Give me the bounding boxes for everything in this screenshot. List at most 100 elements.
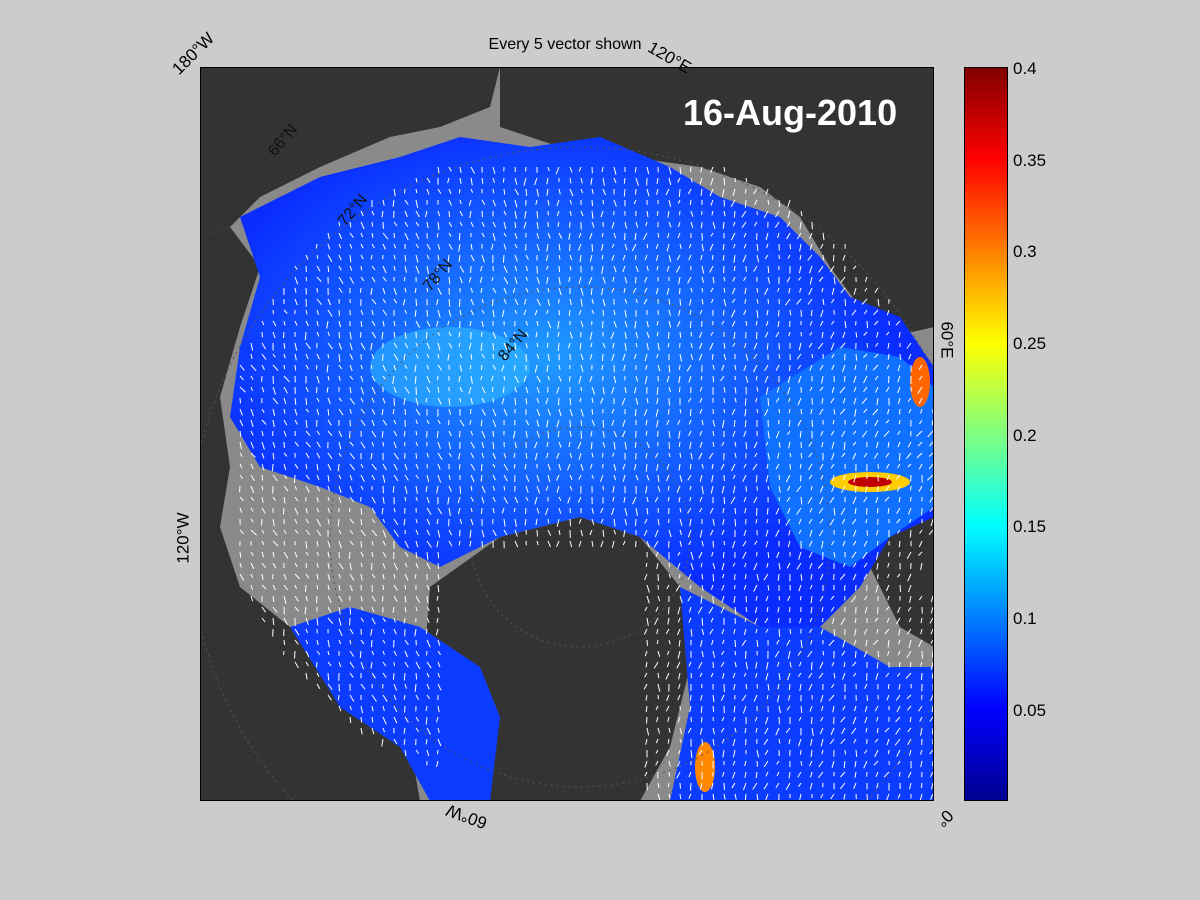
velocity-vector bbox=[745, 375, 749, 383]
velocity-vector bbox=[733, 331, 736, 340]
velocity-vector bbox=[547, 518, 550, 524]
velocity-vector bbox=[756, 573, 759, 581]
velocity-vector bbox=[502, 254, 505, 263]
velocity-vector bbox=[272, 353, 276, 358]
velocity-vector bbox=[721, 595, 725, 603]
velocity-vector bbox=[447, 254, 450, 263]
velocity-vector bbox=[272, 364, 279, 371]
velocity-vector bbox=[810, 309, 813, 317]
velocity-vector bbox=[723, 353, 727, 360]
velocity-vector bbox=[678, 683, 681, 689]
velocity-vector bbox=[712, 276, 715, 284]
velocity-vector bbox=[634, 441, 637, 448]
velocity-vector bbox=[612, 342, 615, 349]
velocity-vector bbox=[830, 595, 835, 601]
velocity-vector bbox=[646, 716, 648, 724]
velocity-vector bbox=[667, 738, 670, 744]
velocity-vector bbox=[766, 243, 769, 248]
velocity-vector bbox=[657, 584, 659, 590]
velocity-vector bbox=[887, 683, 890, 690]
velocity-vector bbox=[602, 276, 606, 284]
velocity-vector bbox=[403, 672, 406, 681]
velocity-vector bbox=[819, 595, 824, 602]
velocity-vector bbox=[470, 452, 475, 459]
velocity-vector bbox=[841, 518, 846, 525]
velocity-vector bbox=[741, 210, 747, 218]
velocity-vector bbox=[829, 265, 835, 273]
velocity-vector bbox=[577, 496, 582, 503]
velocity-vector bbox=[261, 353, 267, 360]
velocity-vector bbox=[843, 474, 846, 481]
velocity-vector bbox=[392, 606, 395, 613]
velocity-vector bbox=[732, 342, 736, 347]
velocity-vector bbox=[360, 518, 363, 525]
colorbar-tick: 0.05 bbox=[1013, 701, 1047, 720]
velocity-vector bbox=[645, 364, 648, 370]
velocity-vector bbox=[809, 584, 813, 590]
velocity-vector bbox=[338, 529, 342, 535]
velocity-vector bbox=[547, 199, 550, 206]
velocity-vector bbox=[272, 452, 275, 460]
velocity-vector bbox=[567, 342, 571, 349]
figure-title: Every 5 vector shown bbox=[488, 36, 642, 53]
velocity-vector bbox=[415, 265, 420, 274]
velocity-vector bbox=[788, 397, 791, 403]
velocity-vector bbox=[730, 496, 736, 504]
velocity-vector bbox=[524, 463, 527, 470]
velocity-vector bbox=[687, 573, 692, 580]
velocity-vector bbox=[688, 254, 692, 261]
velocity-vector bbox=[668, 573, 671, 579]
velocity-vector bbox=[481, 221, 485, 228]
velocity-vector bbox=[655, 551, 659, 557]
velocity-vector bbox=[744, 419, 747, 428]
velocity-vector bbox=[459, 353, 463, 358]
velocity-vector bbox=[294, 573, 300, 580]
velocity-vector bbox=[677, 232, 681, 239]
velocity-vector bbox=[457, 496, 461, 504]
velocity-vector bbox=[305, 628, 309, 634]
velocity-vector bbox=[786, 430, 791, 435]
velocity-vector bbox=[701, 617, 704, 626]
velocity-vector bbox=[679, 353, 683, 362]
velocity-vector bbox=[634, 386, 637, 394]
velocity-vector bbox=[810, 771, 813, 778]
velocity-vector bbox=[624, 320, 628, 328]
velocity-vector bbox=[437, 331, 440, 336]
velocity-vector bbox=[908, 584, 912, 593]
velocity-vector bbox=[424, 210, 428, 218]
velocity-vector bbox=[403, 276, 406, 282]
velocity-vector bbox=[800, 408, 803, 415]
velocity-vector bbox=[523, 177, 527, 186]
velocity-vector bbox=[885, 452, 890, 458]
velocity-vector bbox=[437, 562, 440, 569]
velocity-vector bbox=[316, 595, 318, 604]
velocity-vector bbox=[928, 463, 934, 470]
velocity-vector bbox=[404, 749, 407, 757]
velocity-vector bbox=[808, 628, 813, 633]
velocity-vector bbox=[688, 661, 692, 667]
velocity-vector bbox=[839, 573, 846, 581]
velocity-vector bbox=[817, 342, 824, 350]
velocity-vector bbox=[371, 232, 374, 238]
velocity-vector bbox=[646, 639, 648, 646]
velocity-vector bbox=[690, 210, 694, 217]
velocity-vector bbox=[811, 661, 813, 670]
velocity-vector bbox=[393, 683, 398, 691]
velocity-vector bbox=[360, 562, 363, 568]
velocity-vector bbox=[634, 232, 637, 241]
velocity-vector bbox=[426, 683, 430, 690]
velocity-vector bbox=[897, 375, 901, 383]
velocity-vector bbox=[558, 408, 562, 417]
velocity-vector bbox=[840, 287, 846, 294]
velocity-vector bbox=[611, 287, 615, 293]
velocity-vector bbox=[733, 705, 736, 713]
velocity-vector bbox=[885, 672, 890, 678]
velocity-vector bbox=[896, 529, 901, 534]
velocity-vector bbox=[415, 177, 418, 183]
velocity-vector bbox=[800, 705, 803, 714]
velocity-vector bbox=[918, 705, 923, 712]
velocity-vector bbox=[360, 606, 364, 611]
velocity-vector bbox=[765, 474, 769, 483]
velocity-vector bbox=[723, 276, 726, 282]
velocity-vector bbox=[712, 694, 715, 703]
